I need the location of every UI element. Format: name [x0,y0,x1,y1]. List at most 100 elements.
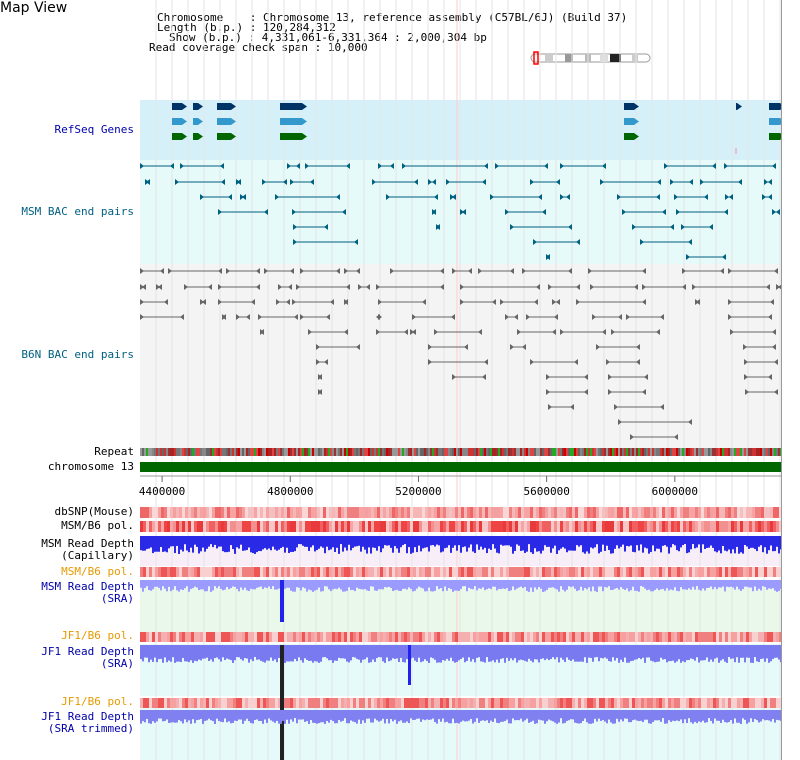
msm-pol-bin [344,521,347,532]
jf1-pol2-bin [638,698,641,708]
jf1-sra-depth-bin [536,645,538,660]
msm-pol2-bin [572,567,575,577]
jf1-pol2-bin [659,698,662,708]
msm-pol-bin [236,521,239,532]
dbsnp-bin [332,507,335,518]
jf1-pol-bin [572,632,575,642]
msm-bac-end [310,179,314,185]
msm-pol-bin [362,521,365,532]
jf1-trim-depth-bin [764,710,766,721]
jf1-pol2-bin [383,698,386,708]
jf1-pol-bin [575,632,578,642]
msm-cap-depth-bin [236,536,238,548]
b6n-bac-end [404,329,408,335]
b6n-bac-end [286,299,290,305]
jf1-trim-depth-bin [412,710,414,720]
jf1-trim-depth-bin [578,710,580,724]
repeat-bin [766,448,768,456]
jf1-pol2-bin [767,698,770,708]
jf1-pol-bin [311,632,314,642]
msm-pol-bin [524,521,527,532]
repeat-bin [170,448,172,456]
repeat-bin [318,448,320,456]
track-label-refseq[interactable]: RefSeq Genes [54,123,134,136]
msm-cap-depth-bin [678,536,680,552]
jf1-pol-bin [740,632,743,642]
repeat-bin [652,448,654,456]
msm-cap-depth-bin [306,536,308,547]
right-scroll-frame[interactable] [781,0,800,760]
jf1-pol2-bin [230,698,233,708]
jf1-pol2-bin [410,698,413,708]
msm-cap-depth-bin [654,536,656,552]
jf1-pol2-bin [182,698,185,708]
repeat-bin [486,448,488,456]
jf1-trim-depth-bin [514,710,516,721]
jf1-sra-depth-bin [318,645,320,663]
track-label-jf1-trim-2: (SRA trimmed) [47,722,134,735]
repeat-bin [372,448,374,456]
jf1-sra-depth-bin [644,645,646,663]
msm-pol-bin [683,521,686,532]
repeat-bin [424,448,426,456]
jf1-trim-depth-bin [206,710,208,721]
jf1-trim-depth-bin [638,710,640,722]
dbsnp-bin [380,507,383,518]
msm-pol-bin [599,521,602,532]
msm-sra-depth-bin [776,580,778,592]
jf1-trim-depth-bin [496,710,498,723]
jf1-trim-depth-bin [442,710,444,719]
msm-sra-depth-bin [772,580,774,589]
msm-sra-depth-bin [390,580,392,588]
repeat-bin [632,448,634,456]
msm-pol-bin [620,521,623,532]
dbsnp-bin [203,507,206,518]
msm-sra-depth-bin [524,580,526,587]
b6n-bac-end [452,268,456,274]
repeat-bin [500,448,502,456]
show-value: 4,331,061-6,331,364 : 2,000,304 bp [261,31,487,44]
jf1-trim-depth-bin [580,710,582,724]
track-label-msm-bac[interactable]: MSM BAC end pairs [21,205,134,218]
jf1-sra-depth-bin [720,645,722,661]
jf1-trim-depth-bin [362,710,364,721]
msm-cap-depth-bin [344,536,346,548]
msm-bac-end [180,163,184,169]
msm-bac-end [724,209,728,215]
msm-sra-depth-bin [604,580,606,588]
msm-pol2-bin [359,567,362,577]
jf1-trim-depth-bin [694,710,696,722]
msm-cap-depth-bin [714,536,716,552]
jf1-trim-depth-bin [572,710,574,720]
msm-sra-depth-bin [292,580,294,592]
jf1-trim-depth-bin [744,710,746,720]
jf1-pol-bin [746,632,749,642]
msm-sra-depth-bin [414,580,416,591]
msm-pol2-bin [764,567,767,577]
msm-sra-depth-bin [200,580,202,590]
jf1-pol-bin [242,632,245,642]
repeat-bin [462,448,464,456]
jf1-sra-depth-bin [470,645,472,662]
repeat-bin [286,448,288,456]
jf1-pol2-bin [551,698,554,708]
msm-bac-end [264,209,268,215]
jf1-pol-bin [764,632,767,642]
jf1-pol-bin [581,632,584,642]
jf1-pol2-bin [695,698,698,708]
repeat-bin [384,448,386,456]
msm-bac-end [676,209,680,215]
msm-sra-depth-bin [710,580,712,587]
jf1-sra-depth-bin [614,645,616,661]
track-label-b6n-bac[interactable]: B6N BAC end pairs [21,348,134,361]
jf1-pol-bin [518,632,521,642]
jf1-sra-depth-bin [424,645,426,660]
jf1-sra-depth-bin [688,645,690,660]
msm-cap-depth-bin [154,536,156,552]
jf1-pol-bin [749,632,752,642]
msm-pol2-bin [746,567,749,577]
gene-arrow [737,103,742,110]
b6n-bac-end [552,299,556,305]
msm-pol-bin [470,521,473,532]
